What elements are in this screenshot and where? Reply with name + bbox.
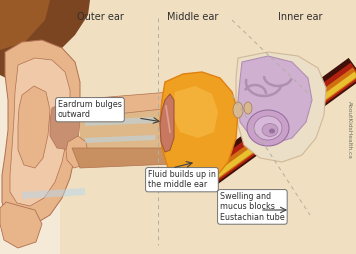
Ellipse shape (247, 110, 289, 146)
Text: Inner ear: Inner ear (278, 12, 322, 22)
Text: Eardrum bulges
outward: Eardrum bulges outward (58, 100, 122, 119)
Ellipse shape (233, 102, 243, 118)
Text: Swelling and
mucus blocks
Eustachian tube: Swelling and mucus blocks Eustachian tub… (220, 192, 285, 222)
Polygon shape (22, 188, 85, 199)
Text: Fluid builds up in
the middle ear: Fluid builds up in the middle ear (148, 170, 216, 189)
Polygon shape (238, 56, 312, 144)
Polygon shape (72, 148, 172, 168)
Polygon shape (160, 72, 238, 185)
Polygon shape (60, 0, 356, 254)
Polygon shape (80, 108, 174, 148)
Polygon shape (0, 0, 90, 80)
Polygon shape (2, 40, 80, 226)
Polygon shape (0, 0, 50, 50)
Polygon shape (10, 58, 70, 206)
Polygon shape (160, 94, 174, 152)
Ellipse shape (254, 116, 282, 140)
Polygon shape (85, 135, 155, 143)
Polygon shape (85, 117, 155, 126)
Polygon shape (72, 92, 172, 118)
Polygon shape (0, 202, 42, 248)
Polygon shape (18, 86, 50, 168)
Ellipse shape (269, 129, 275, 134)
Text: AboutKidsHealth.ca: AboutKidsHealth.ca (347, 101, 352, 159)
Polygon shape (236, 52, 326, 162)
Polygon shape (50, 102, 80, 150)
Ellipse shape (262, 123, 278, 136)
Polygon shape (172, 86, 218, 138)
Text: Middle ear: Middle ear (167, 12, 219, 22)
Ellipse shape (244, 102, 252, 114)
Polygon shape (66, 136, 88, 168)
Text: Outer ear: Outer ear (77, 12, 124, 22)
